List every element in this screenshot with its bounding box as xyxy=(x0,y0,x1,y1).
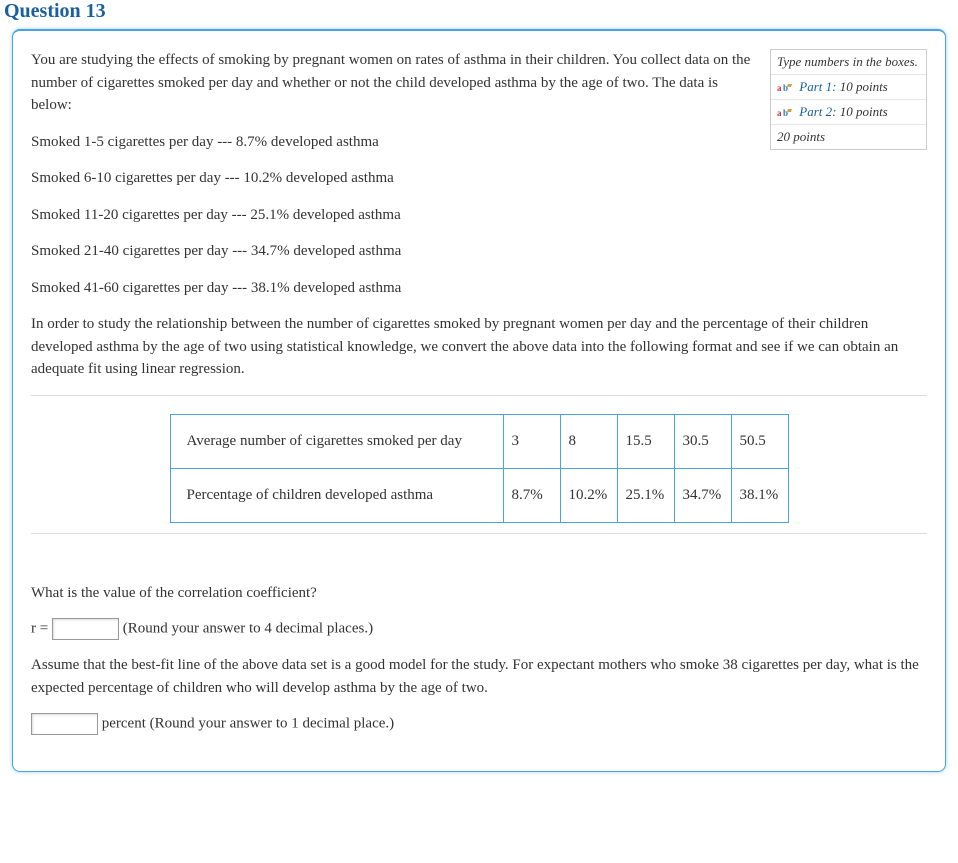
row2-val-3: 25.1% xyxy=(617,468,674,522)
question-container: Type numbers in the boxes. a b Part 1: 1… xyxy=(12,29,946,772)
points-header: Type numbers in the boxes. xyxy=(771,50,926,75)
data-line-2: Smoked 6-10 cigarettes per day --- 10.2%… xyxy=(31,167,927,190)
input-type-icon: a b xyxy=(777,81,793,95)
q1-prefix: r = xyxy=(31,620,48,636)
correlation-input[interactable] xyxy=(52,618,119,640)
data-line-5: Smoked 41-60 cigarettes per day --- 38.1… xyxy=(31,277,927,300)
part-2-label[interactable]: Part 2: xyxy=(799,104,836,119)
row1-val-3: 15.5 xyxy=(617,414,674,468)
row2-val-1: 8.7% xyxy=(503,468,560,522)
part-1-points: 10 points xyxy=(840,79,888,94)
q1-answer-row: r = (Round your answer to 4 decimal plac… xyxy=(31,618,927,640)
q1-suffix: (Round your answer to 4 decimal places.) xyxy=(123,620,373,636)
svg-text:a: a xyxy=(777,83,782,93)
data-table: Average number of cigarettes smoked per … xyxy=(170,414,789,523)
table-row: Percentage of children developed asthma … xyxy=(170,468,788,522)
points-panel: Type numbers in the boxes. a b Part 1: 1… xyxy=(770,49,927,150)
percent-input[interactable] xyxy=(31,713,98,735)
q2-answer-row: percent (Round your answer to 1 decimal … xyxy=(31,713,927,735)
q1-prompt: What is the value of the correlation coe… xyxy=(31,582,927,605)
row1-val-2: 8 xyxy=(560,414,617,468)
row2-val-2: 10.2% xyxy=(560,468,617,522)
data-line-4: Smoked 21-40 cigarettes per day --- 34.7… xyxy=(31,240,927,263)
row1-label: Average number of cigarettes smoked per … xyxy=(170,414,503,468)
data-line-3: Smoked 11-20 cigarettes per day --- 25.1… xyxy=(31,204,927,227)
svg-text:a: a xyxy=(777,108,782,118)
q2-suffix: percent (Round your answer to 1 decimal … xyxy=(102,715,394,731)
points-total: 20 points xyxy=(771,125,926,149)
points-part-2: a b Part 2: 10 points xyxy=(771,100,926,125)
points-part-1: a b Part 1: 10 points xyxy=(771,75,926,100)
divider xyxy=(31,533,927,534)
row1-val-5: 50.5 xyxy=(731,414,788,468)
conversion-text: In order to study the relationship betwe… xyxy=(31,313,927,381)
part-1-label[interactable]: Part 1: xyxy=(799,79,836,94)
question-title: Question 13 xyxy=(0,0,958,29)
row1-val-4: 30.5 xyxy=(674,414,731,468)
svg-text:b: b xyxy=(783,108,788,118)
part-2-points: 10 points xyxy=(840,104,888,119)
divider xyxy=(31,395,927,396)
question-body: You are studying the effects of smoking … xyxy=(31,49,927,735)
table-row: Average number of cigarettes smoked per … xyxy=(170,414,788,468)
row2-label: Percentage of children developed asthma xyxy=(170,468,503,522)
row2-val-5: 38.1% xyxy=(731,468,788,522)
row1-val-1: 3 xyxy=(503,414,560,468)
q2-text: Assume that the best-fit line of the abo… xyxy=(31,654,927,699)
input-type-icon: a b xyxy=(777,106,793,120)
row2-val-4: 34.7% xyxy=(674,468,731,522)
svg-text:b: b xyxy=(783,83,788,93)
